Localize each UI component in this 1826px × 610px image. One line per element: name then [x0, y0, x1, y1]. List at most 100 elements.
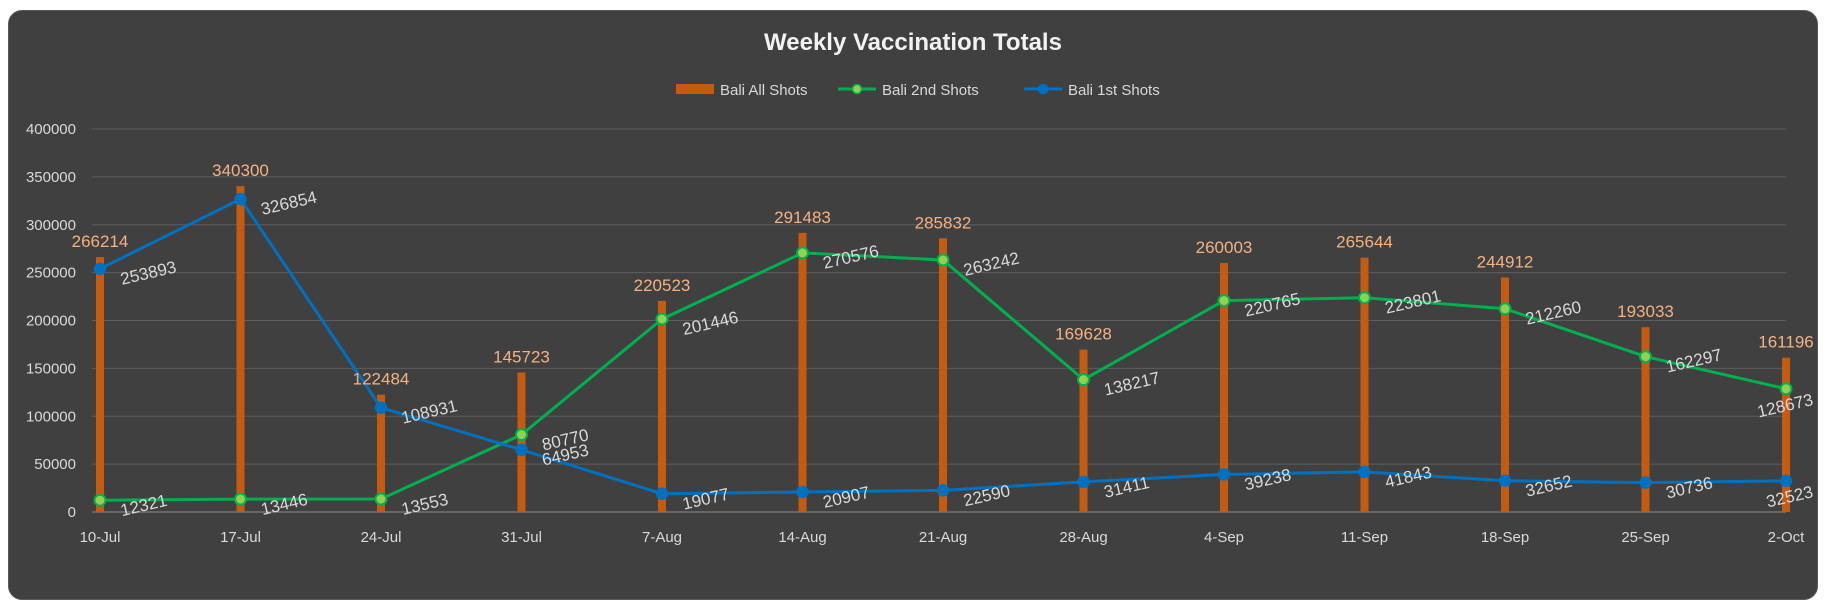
point-marker — [93, 262, 107, 276]
bar — [1079, 349, 1088, 512]
point-marker — [936, 484, 950, 497]
bar — [517, 372, 526, 512]
point-data-label: 12321 — [119, 491, 169, 520]
point-marker — [515, 443, 528, 457]
y-tick-label: 100000 — [26, 408, 76, 425]
point-marker — [515, 428, 528, 442]
bar-data-label: 161196 — [1758, 333, 1813, 352]
legend-label: Bali 2nd Shots — [882, 82, 979, 99]
bar — [1782, 357, 1790, 512]
bar-series — [96, 186, 1790, 512]
point-marker — [1077, 373, 1090, 387]
y-tick-label: 400000 — [26, 121, 76, 138]
bar-data-label: 220523 — [634, 276, 691, 295]
y-tick-label: 200000 — [26, 313, 76, 330]
y-tick-label: 300000 — [26, 217, 76, 234]
bar — [658, 300, 666, 512]
bar-data-label: 244912 — [1477, 252, 1534, 271]
point-data-label: 220765 — [1243, 289, 1303, 320]
chart-frame — [8, 10, 1818, 600]
legend-item: Bali 1st Shots — [1024, 82, 1160, 99]
point-marker — [1779, 474, 1793, 488]
bar-data-label: 340300 — [212, 161, 269, 180]
bar — [377, 394, 385, 512]
point-marker — [1077, 475, 1090, 489]
bar — [939, 238, 947, 512]
point-marker — [655, 312, 669, 326]
point-marker — [374, 401, 388, 414]
x-tick-label: 31-Jul — [501, 529, 542, 546]
point-data-label: 201446 — [681, 308, 741, 339]
x-tick-label: 25-Sep — [1621, 529, 1669, 546]
point-data-label: 22590 — [962, 481, 1012, 510]
point-marker — [936, 253, 950, 267]
point-data-label: 263242 — [962, 249, 1022, 280]
point-marker — [1639, 476, 1652, 489]
legend-swatch — [676, 84, 714, 94]
bar — [798, 232, 807, 512]
point-marker — [1779, 382, 1793, 396]
x-tick-label: 24-Jul — [361, 529, 402, 546]
y-tick-label: 50000 — [34, 456, 76, 473]
point-marker — [1498, 474, 1512, 487]
bar-data-label: 266214 — [72, 232, 129, 251]
legend-item: Bali All Shots — [676, 82, 808, 99]
x-axis: 10-Jul 17-Jul 24-Jul 31-Jul 7-Aug 14-Aug 21-Au… — [80, 529, 1806, 546]
point-marker — [234, 192, 247, 206]
point-data-label: 39238 — [1243, 465, 1293, 494]
legend-item: Bali 2nd Shots — [838, 82, 979, 99]
point-marker — [796, 246, 809, 260]
bar-data-label: 145723 — [493, 347, 550, 366]
x-tick-label: 18-Sep — [1481, 529, 1529, 546]
y-axis: 0 50000 100000 150000 200000 250000 300000 3500… — [26, 121, 76, 521]
y-tick-label: 250000 — [26, 265, 76, 282]
point-data-label: 13446 — [259, 490, 309, 519]
point-data-label: 19077 — [681, 484, 731, 513]
point-data-label: 223801 — [1383, 286, 1443, 317]
bar — [1641, 327, 1650, 512]
line-series — [93, 192, 1793, 507]
y-tick-label: 150000 — [26, 360, 76, 377]
x-tick-label: 17-Jul — [220, 529, 261, 546]
x-tick-label: 11-Sep — [1341, 529, 1388, 546]
bar — [96, 257, 104, 512]
point-data-label: 41843 — [1383, 463, 1433, 492]
y-tick-label: 0 — [68, 504, 76, 521]
point-data-label: 326854 — [259, 188, 319, 219]
point-marker — [1217, 294, 1231, 308]
point-data-label: 253893 — [119, 258, 179, 289]
legend-label: Bali 1st Shots — [1068, 82, 1160, 99]
point-data-label: 30736 — [1664, 473, 1714, 502]
point-data-label: 20907 — [821, 483, 871, 512]
legend: Bali All Shots Bali 2nd Shots Bali 1st Sho… — [676, 82, 1160, 99]
point-data-label: 13553 — [400, 490, 450, 519]
legend-label: Bali All Shots — [720, 82, 808, 99]
point-marker — [655, 487, 669, 500]
point-data-label: 31411 — [1102, 473, 1151, 502]
point-marker — [796, 485, 809, 499]
point-marker — [374, 492, 388, 506]
point-marker — [1639, 350, 1652, 364]
y-tick-label: 350000 — [26, 169, 76, 186]
bar — [1360, 257, 1369, 512]
bar-data-label: 291483 — [774, 208, 831, 227]
point-data-label: 270576 — [821, 242, 881, 273]
x-tick-label: 2-Oct — [1768, 529, 1806, 546]
bar — [1501, 277, 1509, 512]
bar-data-label: 260003 — [1196, 238, 1253, 257]
point-marker — [1498, 302, 1512, 316]
x-tick-label: 4-Sep — [1204, 529, 1244, 546]
point-marker — [1358, 465, 1371, 479]
point-marker — [93, 493, 107, 507]
legend-marker — [1037, 83, 1049, 95]
x-tick-label: 10-Jul — [80, 529, 121, 546]
x-tick-label: 21-Aug — [919, 529, 967, 546]
x-tick-label: 7-Aug — [642, 529, 682, 546]
x-tick-label: 14-Aug — [778, 529, 826, 546]
bar-data-label: 122484 — [353, 370, 410, 389]
bar — [236, 186, 245, 512]
point-marker — [1358, 291, 1371, 305]
bar — [1220, 263, 1228, 512]
bar-data-label: 265644 — [1336, 233, 1393, 252]
